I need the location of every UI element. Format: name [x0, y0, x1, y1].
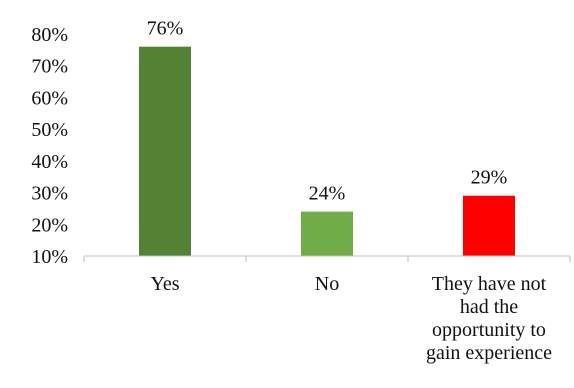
x-tick-label: No — [315, 273, 339, 295]
y-tick-label: 80% — [31, 24, 68, 46]
data-label: 24% — [309, 183, 346, 205]
x-tick-label: had the — [460, 296, 518, 318]
y-tick-label: 10% — [31, 246, 68, 268]
y-tick-label: 20% — [31, 214, 68, 236]
bar — [463, 195, 515, 256]
data-label: 29% — [471, 167, 508, 189]
y-axis: 10% 20% 30% 40% 50% 60% 70% 80% — [31, 24, 68, 268]
y-tick-label: 40% — [31, 151, 68, 173]
y-tick-label: 70% — [31, 56, 68, 78]
x-tick-label: gain experience — [426, 342, 552, 364]
bar — [139, 46, 191, 256]
x-tick-label: opportunity to — [432, 319, 546, 341]
y-tick-label: 50% — [31, 119, 68, 141]
bar — [301, 211, 353, 256]
data-label: 76% — [147, 18, 184, 40]
x-tick-label: They have not — [432, 273, 547, 295]
data-labels: 76% 24% 29% — [147, 18, 508, 205]
x-tick-label: Yes — [150, 273, 179, 295]
y-tick-label: 30% — [31, 183, 68, 205]
bars — [139, 46, 515, 256]
y-tick-label: 60% — [31, 87, 68, 109]
